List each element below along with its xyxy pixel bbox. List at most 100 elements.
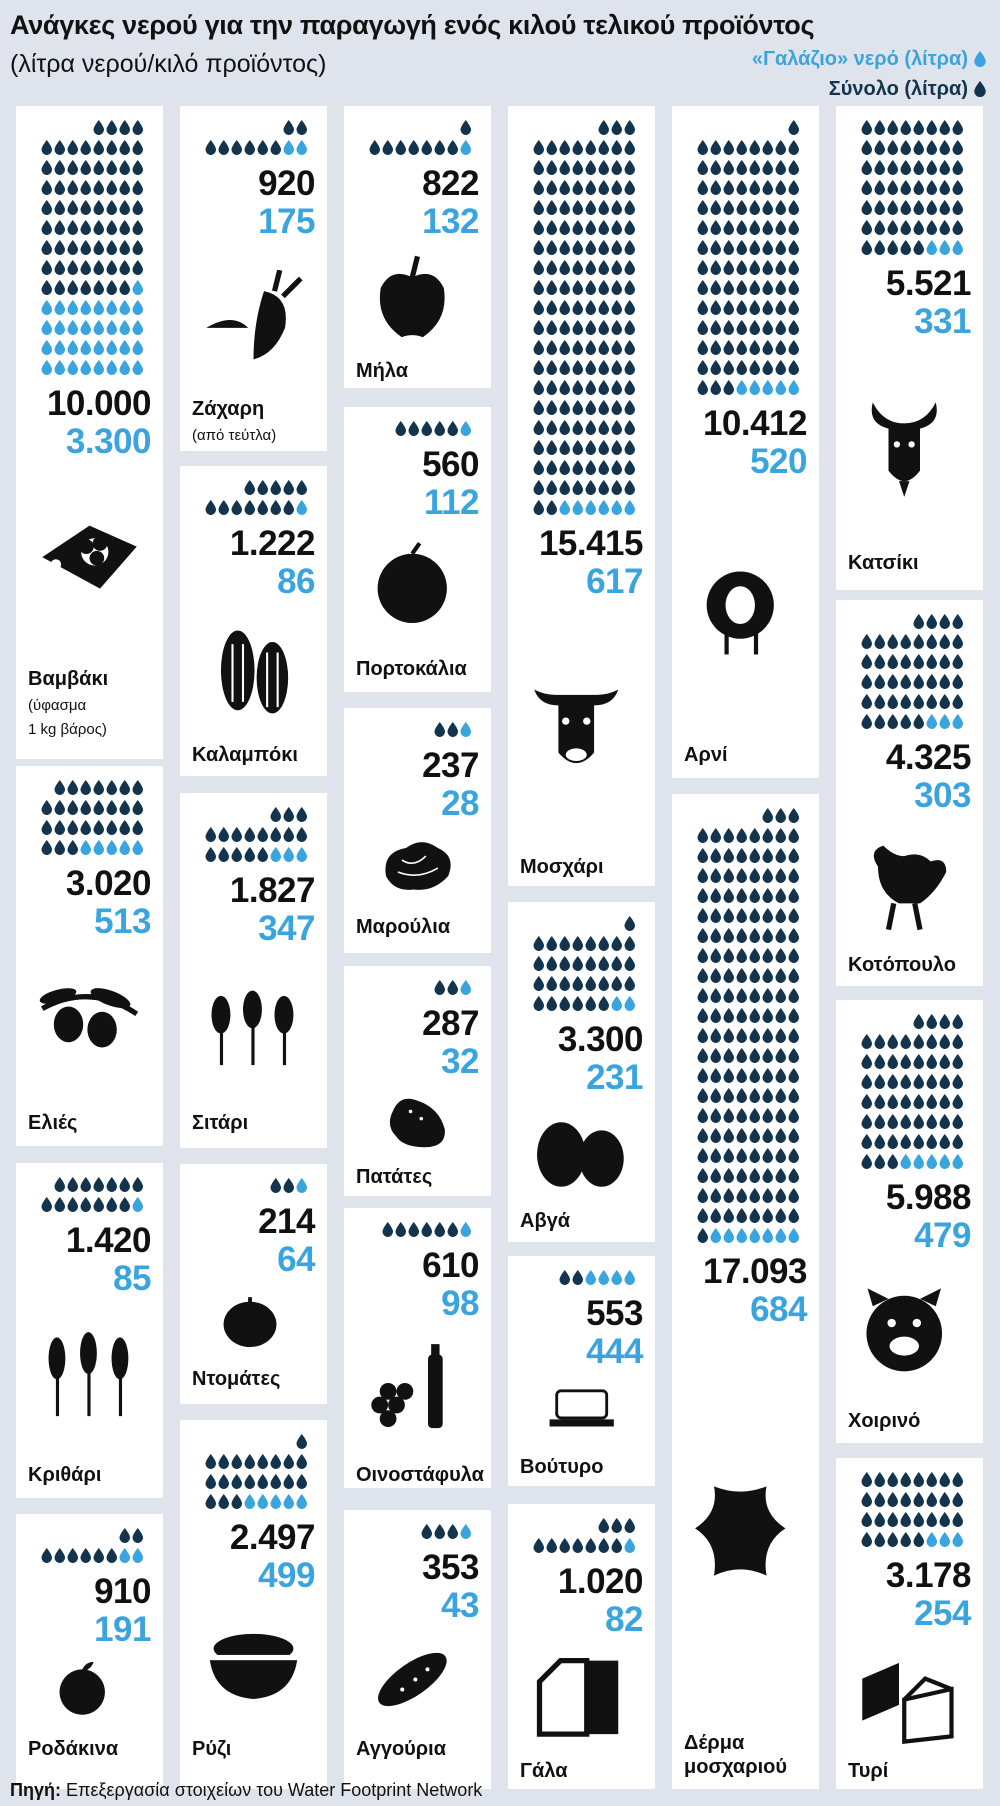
total-drop <box>775 300 786 315</box>
total-drop <box>762 828 773 843</box>
total-drop <box>775 968 786 983</box>
blue-drop <box>283 847 294 862</box>
total-drop <box>887 1154 898 1169</box>
total-drop <box>41 1548 52 1563</box>
total-drop <box>874 240 885 255</box>
total-drop <box>624 956 635 971</box>
total-value: 3.178 <box>885 1556 972 1595</box>
total-drop <box>749 320 760 335</box>
item-label: Μαρούλια <box>356 916 451 938</box>
blue-drop <box>598 500 609 515</box>
blue-drop <box>460 1524 471 1539</box>
total-drop <box>736 280 747 295</box>
total-drop <box>723 1168 734 1183</box>
total-drop <box>710 1148 721 1163</box>
total-drop <box>697 828 708 843</box>
total-drop <box>749 300 760 315</box>
total-drop <box>697 1188 708 1203</box>
blue-value: 331 <box>914 302 971 341</box>
total-drop <box>913 120 924 135</box>
blue-value: 82 <box>605 1600 643 1639</box>
total-drop <box>788 928 799 943</box>
card-cheese: 3.178 254 Τυρί <box>836 1458 983 1789</box>
total-drop <box>395 1222 406 1237</box>
total-drop <box>861 1074 872 1089</box>
total-drop <box>723 1028 734 1043</box>
total-drop <box>106 780 117 795</box>
total-drop <box>559 160 570 175</box>
total-drop <box>762 1048 773 1063</box>
total-drop <box>710 1188 721 1203</box>
total-drop <box>926 1134 937 1149</box>
leather-hide-icon <box>695 1486 786 1576</box>
item-label: Αβγά <box>520 1210 571 1232</box>
lettuce-icon <box>385 842 451 890</box>
total-value: 10.412 <box>702 404 808 443</box>
total-drop <box>775 808 786 823</box>
total-drop <box>598 460 609 475</box>
blue-value: 444 <box>586 1332 643 1371</box>
total-drop <box>749 1108 760 1123</box>
total-drop <box>624 240 635 255</box>
total-drop <box>762 848 773 863</box>
total-drop <box>710 280 721 295</box>
card-barley: 1.420 85 Κριθάρι <box>16 1163 163 1498</box>
total-drop <box>775 828 786 843</box>
total-drop <box>788 1168 799 1183</box>
total-drop <box>598 956 609 971</box>
blue-drop <box>296 140 307 155</box>
total-drop <box>119 140 130 155</box>
total-drop <box>421 140 432 155</box>
total-drop <box>710 848 721 863</box>
total-drop <box>887 200 898 215</box>
butter-icon <box>549 1389 614 1427</box>
total-drop <box>41 840 52 855</box>
blue-drop <box>132 1197 143 1212</box>
total-drop <box>80 800 91 815</box>
total-drop <box>624 120 635 135</box>
total-drop <box>952 1034 963 1049</box>
total-drop <box>913 1094 924 1109</box>
total-drop <box>218 140 229 155</box>
card-milk-carton: 1.020 82 Γάλα <box>508 1504 655 1789</box>
total-drop <box>572 400 583 415</box>
blue-drop <box>80 300 91 315</box>
total-drop <box>749 1168 760 1183</box>
total-drop <box>861 694 872 709</box>
total-drop <box>788 360 799 375</box>
total-drop <box>900 1512 911 1527</box>
total-drop <box>559 976 570 991</box>
total-drop <box>533 420 544 435</box>
blue-drop <box>119 360 130 375</box>
total-drop <box>775 1148 786 1163</box>
total-drop <box>533 460 544 475</box>
total-drop <box>900 1472 911 1487</box>
total-drop <box>788 140 799 155</box>
milk-carton-icon <box>536 1658 619 1737</box>
total-drop <box>939 1014 950 1029</box>
total-drop <box>788 120 799 135</box>
blue-drop <box>775 1228 786 1243</box>
total-drop <box>624 420 635 435</box>
total-drop <box>710 908 721 923</box>
total-drop <box>749 908 760 923</box>
total-drop <box>736 988 747 1003</box>
total-drop <box>749 1028 760 1043</box>
total-drop <box>611 460 622 475</box>
item-label: Ζάχαρη <box>192 398 265 420</box>
total-drop <box>697 988 708 1003</box>
total-drop <box>244 827 255 842</box>
card-corn: 1.222 86 Καλαμπόκι <box>180 466 327 776</box>
blue-drop <box>296 1178 307 1193</box>
total-drop <box>559 240 570 255</box>
total-drop <box>598 480 609 495</box>
total-drop <box>546 956 557 971</box>
potato-icon <box>389 1098 445 1148</box>
total-drop <box>736 1068 747 1083</box>
total-drop <box>572 420 583 435</box>
total-drop <box>598 160 609 175</box>
total-drop <box>119 1528 130 1543</box>
total-drop <box>788 200 799 215</box>
total-drop <box>710 988 721 1003</box>
total-drop <box>939 1094 950 1109</box>
